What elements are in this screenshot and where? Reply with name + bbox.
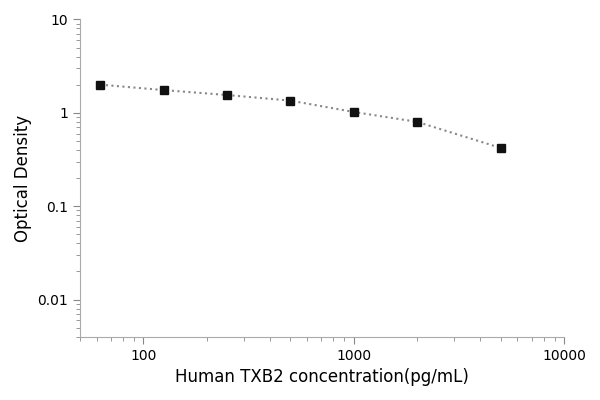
Y-axis label: Optical Density: Optical Density: [14, 114, 32, 242]
X-axis label: Human TXB2 concentration(pg/mL): Human TXB2 concentration(pg/mL): [175, 368, 469, 386]
